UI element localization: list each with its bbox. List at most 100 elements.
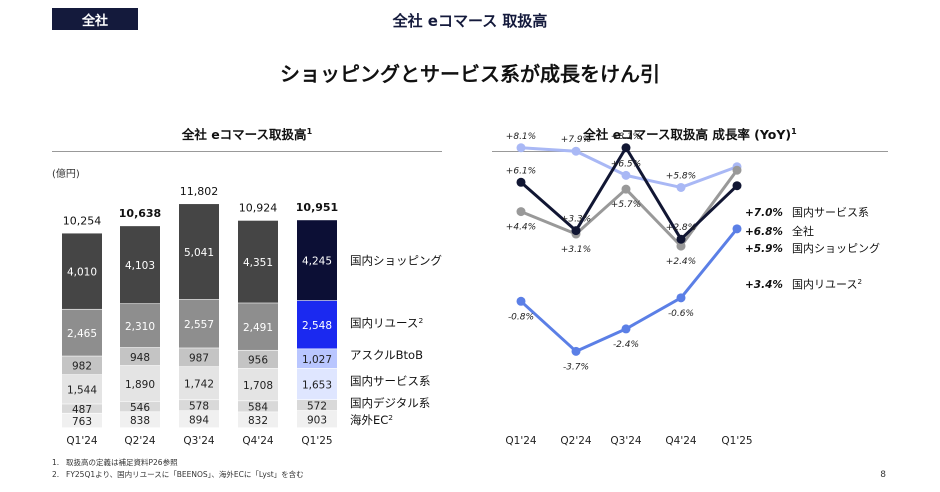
bar-value-label: 1,708 [243, 380, 273, 392]
bar-value-label: 948 [130, 352, 150, 364]
series-point [676, 182, 686, 192]
legend-label: アスクルBtoB [350, 348, 423, 362]
legend-label: 全社 [792, 224, 814, 238]
left-chart-title: 全社 eコマース取扱高1 [181, 126, 313, 142]
bar-value-label: 572 [307, 400, 327, 412]
bar-value-label: 894 [189, 415, 209, 427]
point-value-label: +5.7% [611, 200, 641, 210]
bar-segment [238, 368, 278, 401]
bar-segment [120, 347, 160, 366]
bar-total-label: 10,924 [239, 202, 278, 215]
bar-segment [62, 413, 102, 428]
point-value-label: +5.8% [666, 171, 696, 181]
point-value-label: +8.1% [611, 132, 641, 142]
bar-value-label: 1,742 [184, 379, 214, 391]
bar-segment [62, 404, 102, 413]
series-point [676, 234, 686, 244]
bar-segment [120, 412, 160, 428]
bar-value-label: 1,653 [302, 379, 332, 391]
bar-value-label: 763 [72, 416, 92, 428]
legend-label: 国内デジタル系 [350, 396, 430, 410]
series-point [621, 143, 631, 153]
legend-label: 国内リユース2 [350, 316, 423, 330]
page-number: 8 [880, 470, 886, 480]
end-value-label: +7.0% [745, 207, 783, 219]
page-title: 全社 eコマース 取扱高 [392, 12, 548, 30]
series-point [571, 226, 581, 236]
bar-segment [62, 374, 102, 404]
bar-value-label: 987 [189, 353, 209, 365]
series-point [516, 143, 526, 153]
point-value-label: +4.4% [506, 223, 536, 233]
bar-segment [297, 220, 337, 301]
x-tick-label: Q2'24 [124, 435, 156, 447]
bar-value-label: 5,041 [184, 247, 214, 259]
x-tick-label: Q3'24 [610, 435, 642, 447]
x-tick-label: Q1'25 [301, 435, 332, 447]
bar-value-label: 1,890 [125, 379, 155, 391]
x-tick-label: Q1'24 [66, 435, 98, 447]
bar-total-label: 10,638 [119, 207, 161, 220]
series-point [676, 293, 686, 303]
point-value-label: +8.1% [506, 132, 536, 142]
bar-value-label: 487 [72, 404, 92, 416]
bar-segment [238, 220, 278, 303]
right-chart-title: 全社 eコマース取扱高 成長率 (YoY)1 [583, 126, 797, 142]
x-tick-label: Q4'24 [665, 435, 697, 447]
bar-value-label: 982 [72, 361, 92, 373]
series-point [621, 324, 631, 334]
x-tick-label: Q1'24 [505, 435, 537, 447]
legend-label: 国内ショッピング [350, 253, 442, 267]
bar-value-label: 838 [130, 415, 150, 427]
point-value-label: +2.4% [666, 257, 696, 267]
bar-segment [297, 400, 337, 411]
end-value-label: +6.8% [745, 226, 783, 238]
bar-segment [62, 233, 102, 309]
point-value-label: +6.1% [506, 166, 536, 176]
series-point [516, 296, 526, 306]
bar-value-label: 4,103 [125, 260, 155, 272]
bar-segment [179, 367, 219, 400]
bar-value-label: 584 [248, 402, 268, 414]
footnotes: 1. 取扱高の定義は補足資料P26参照 2. FY25Q1より、国内リユースに「BE… [52, 457, 304, 481]
bar-segment [120, 226, 160, 304]
bar-value-label: 2,557 [184, 319, 214, 331]
point-value-label: +3.3% [561, 215, 591, 225]
bar-value-label: 578 [189, 401, 209, 413]
bar-segment [238, 412, 278, 428]
end-value-label: +3.4% [745, 279, 783, 291]
series-point [732, 224, 742, 234]
bar-segment [297, 368, 337, 400]
bar-value-label: 1,027 [302, 354, 332, 366]
headline: ショッピングとサービス系が成長をけん引 [280, 62, 660, 86]
bar-segment [238, 401, 278, 412]
x-tick-label: Q2'24 [560, 435, 592, 447]
right-chart-divider [492, 151, 888, 152]
legend-label: 国内サービス系 [350, 374, 431, 388]
point-value-label: -2.4% [613, 340, 639, 350]
bar-value-label: 4,010 [67, 266, 97, 278]
series-point [732, 165, 742, 175]
bar-value-label: 832 [248, 415, 268, 427]
bar-value-label: 546 [130, 402, 150, 414]
point-value-label: +3.1% [561, 245, 591, 255]
bar-segment [297, 410, 337, 428]
point-value-label: -0.8% [508, 312, 534, 322]
bar-value-label: 4,351 [243, 257, 273, 269]
series-point [571, 146, 581, 156]
legend-label: 国内リユース2 [792, 277, 862, 291]
unit-label: (億円) [52, 169, 80, 180]
series-point [732, 181, 742, 191]
bar-segment [179, 204, 219, 300]
legend-label: 国内サービス系 [792, 205, 869, 219]
footnote-2: 2. FY25Q1より、国内リユースに「BEENOS」、海外ECに「Lyst」を含… [52, 470, 304, 479]
bar-segment [179, 299, 219, 348]
bar-value-label: 956 [248, 355, 268, 367]
series-point [516, 207, 526, 217]
bar-segment [297, 300, 337, 349]
bar-value-label: 4,245 [302, 255, 332, 267]
bar-segment [120, 365, 160, 402]
series-point [621, 170, 631, 180]
point-value-label: +7.9% [561, 135, 591, 145]
